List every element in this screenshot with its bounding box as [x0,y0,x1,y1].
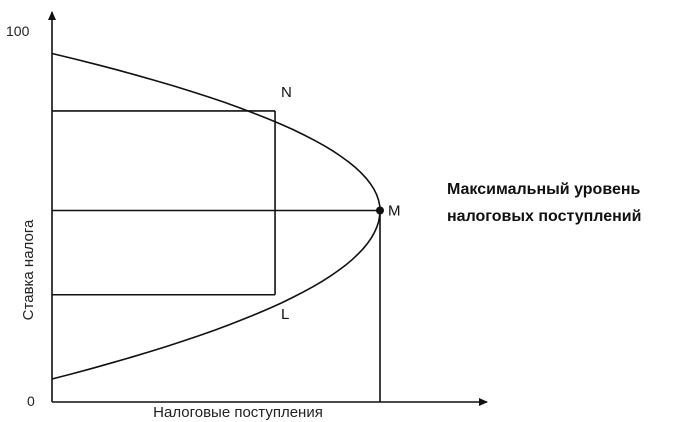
y-tick-100: 100 [6,23,30,39]
guide-lines [52,110,381,402]
point-m-label: M [388,203,401,220]
laffer-curve-line [51,52,381,380]
y-tick-0: 0 [27,393,35,409]
annotation-line-1: Максимальный уровень [447,181,641,198]
y-axis-label: Ставка налога [20,219,37,320]
max-revenue-annotation: Максимальный уровень налоговых поступлен… [447,176,673,230]
x-axis-label: Налоговые поступления [153,404,323,421]
point-n-label: N [281,84,292,101]
point-m-marker [376,206,384,215]
point-l-label: L [281,306,289,323]
annotation-line-2: налоговых поступлений [447,208,642,225]
